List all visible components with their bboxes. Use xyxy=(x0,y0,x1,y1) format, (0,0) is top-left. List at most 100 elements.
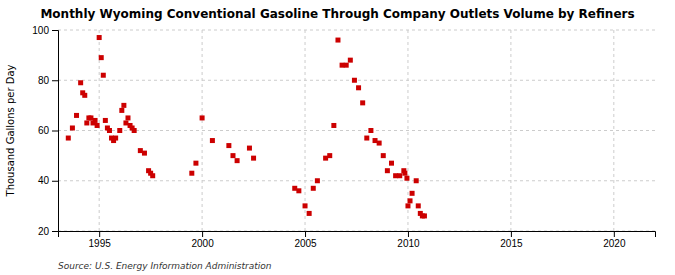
y-axis-title: Thousand Gallons per Day xyxy=(5,64,16,197)
square-point xyxy=(311,186,316,191)
square-point xyxy=(364,136,369,141)
grid-line xyxy=(613,30,614,231)
tick-mark xyxy=(52,131,58,132)
square-point xyxy=(296,188,301,193)
tick-label: 60 xyxy=(38,125,50,136)
tick: 20 xyxy=(38,226,58,237)
tick: 100 xyxy=(32,25,58,36)
grid-line xyxy=(202,30,203,231)
tick-label: 80 xyxy=(38,75,50,86)
square-point xyxy=(103,118,108,123)
square-point xyxy=(344,63,349,68)
square-point xyxy=(331,123,336,128)
square-point xyxy=(117,128,122,133)
square-point xyxy=(193,161,198,166)
square-point xyxy=(315,178,320,183)
tick-mark xyxy=(511,231,512,237)
square-point xyxy=(101,73,106,78)
square-point xyxy=(107,128,112,133)
tick-label: 40 xyxy=(38,175,50,186)
title: Monthly Wyoming Conventional Gasoline Th… xyxy=(40,7,634,21)
tick-mark xyxy=(99,231,100,237)
square-point xyxy=(150,173,155,178)
chart: 19952000200520102015202020406080100Month… xyxy=(0,0,675,275)
axis-line xyxy=(59,232,656,238)
square-point xyxy=(414,178,419,183)
tick-label: 2000 xyxy=(191,238,214,249)
square-point xyxy=(402,171,407,176)
tick-label: 2010 xyxy=(397,238,420,249)
square-point xyxy=(226,143,231,148)
tick-mark xyxy=(408,231,409,237)
square-point xyxy=(247,146,252,151)
tick: 2005 xyxy=(294,231,317,249)
tick: 40 xyxy=(38,175,58,186)
square-point xyxy=(410,191,415,196)
tick-mark xyxy=(305,231,306,237)
square-point xyxy=(251,156,256,161)
grid xyxy=(58,30,655,231)
square-point xyxy=(74,113,79,118)
square-point xyxy=(121,103,126,108)
tick-mark xyxy=(202,231,203,237)
square-point xyxy=(82,93,87,98)
tick: 80 xyxy=(38,75,58,86)
square-point xyxy=(356,85,361,90)
square-point xyxy=(397,173,402,178)
square-point xyxy=(210,138,215,143)
y-axis: 20 40 60 80 100 xyxy=(32,25,58,237)
tick-label: 100 xyxy=(32,25,49,36)
points xyxy=(66,35,427,218)
square-point xyxy=(327,153,332,158)
tick-label: 2020 xyxy=(603,238,626,249)
grid-line xyxy=(58,30,655,31)
axis-line xyxy=(52,31,59,232)
square-point xyxy=(97,35,102,40)
square-point xyxy=(335,38,340,43)
square-point xyxy=(200,115,205,120)
square-point xyxy=(307,211,312,216)
tick: 60 xyxy=(38,125,58,136)
square-point xyxy=(125,115,130,120)
plot: 19952000200520102015202020406080100 xyxy=(32,25,655,249)
tick-mark xyxy=(52,80,58,81)
tick-mark xyxy=(52,30,58,31)
tick-label: 1995 xyxy=(89,238,112,249)
square-point xyxy=(416,203,421,208)
square-point xyxy=(132,128,137,133)
square-point xyxy=(360,100,365,105)
grid-line xyxy=(99,30,100,231)
x-axis: 1995 2000 2005 2010 2015 2020 xyxy=(59,231,656,249)
square-point xyxy=(95,123,100,128)
square-point xyxy=(377,141,382,146)
square-point xyxy=(348,58,353,63)
tick: 1995 xyxy=(89,231,112,249)
tick: 2010 xyxy=(397,231,420,249)
tick-label: 2005 xyxy=(294,238,317,249)
grid-line xyxy=(305,30,306,231)
square-point xyxy=(84,120,89,125)
annotation: Source: U.S. Energy Information Administ… xyxy=(58,261,272,271)
tick-mark xyxy=(52,231,58,232)
tick: 2015 xyxy=(500,231,523,249)
square-point xyxy=(113,136,118,141)
square-point xyxy=(405,203,410,208)
square-point xyxy=(78,80,83,85)
square-point xyxy=(230,153,235,158)
square-point xyxy=(119,108,124,113)
tick-label: 2015 xyxy=(500,238,523,249)
square-point xyxy=(389,161,394,166)
square-point xyxy=(235,158,240,163)
square-point xyxy=(93,118,98,123)
grid-line xyxy=(58,180,655,181)
square-point xyxy=(385,168,390,173)
grid-line xyxy=(510,30,511,231)
square-point xyxy=(422,213,427,218)
square-point xyxy=(408,198,413,203)
square-point xyxy=(352,78,357,83)
square-point xyxy=(303,203,308,208)
tick: 2020 xyxy=(603,231,626,249)
tick: 2000 xyxy=(191,231,214,249)
square-point xyxy=(70,125,75,130)
tick-mark xyxy=(52,181,58,182)
